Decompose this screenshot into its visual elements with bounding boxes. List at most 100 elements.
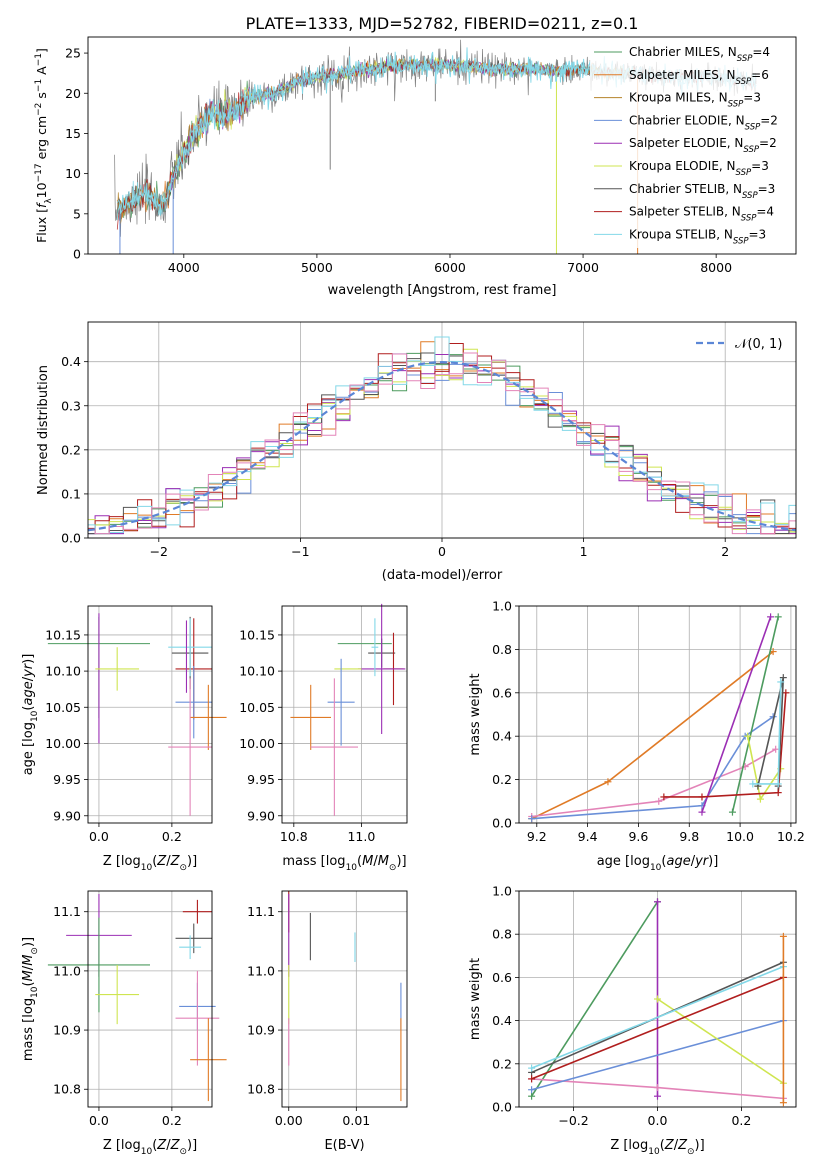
x-tick-label: 0.0 — [648, 1113, 668, 1128]
x-axis-label: mass [log10(M/M⊙)] — [282, 854, 406, 873]
axes-frame — [518, 605, 797, 824]
x-tick-label: 0.0 — [89, 1113, 109, 1128]
y-tick-label: 10.15 — [45, 627, 81, 642]
histogram-step-line — [88, 343, 796, 535]
x-tick-label: 9.8 — [679, 829, 699, 844]
weight-series-line — [752, 681, 782, 785]
x-axis-label: age [log10(age/yr)] — [597, 854, 719, 873]
y-tick-label: 5 — [73, 206, 81, 221]
y-tick-label: 11.1 — [247, 904, 275, 919]
mass_vs_Z-plot: 0.0 0.2 10.8 10.9 11.0 11.1 Z [log10(Z/Z⊙)] mas… — [21, 890, 227, 1157]
legend-entry: Kroupa ELODIE, NSSP=3 — [629, 159, 769, 178]
legend-background — [590, 42, 793, 248]
y-tick-label: 0.2 — [492, 772, 512, 787]
x-tick-label: 5000 — [301, 260, 333, 275]
y-tick-label: 0.0 — [492, 816, 512, 831]
x-tick-label: 11.0 — [347, 829, 375, 844]
x-tick-label: 0.2 — [162, 829, 182, 844]
axes-frame — [87, 36, 797, 255]
x-tick-label: 7000 — [567, 260, 599, 275]
y-tick-label: 0.1 — [61, 486, 81, 501]
weight-series-line — [530, 901, 659, 1097]
y-tick-label: 10.00 — [45, 736, 81, 751]
x-tick-label: 0.2 — [162, 1113, 182, 1128]
weight-series-line — [746, 736, 782, 802]
y-axis-label: mass weight — [468, 673, 483, 755]
residuals-plot: −2 −1 0 1 2 0.0 0.1 0.2 0.3 0.4 𝒩(0, 1) (data-model… — [36, 321, 797, 583]
x-axis-label: Z [log10(Z/Z⊙)] — [610, 1138, 704, 1157]
x-tick-label: −1 — [291, 544, 309, 559]
x-tick-label: 10.2 — [777, 829, 805, 844]
x-tick-label: 10.8 — [280, 829, 308, 844]
y-tick-label: 10.00 — [239, 736, 275, 751]
legend-entry: Chabrier ELODIE, NSSP=2 — [629, 113, 778, 132]
y-tick-label: 10.15 — [239, 627, 275, 642]
y-tick-label: 25 — [65, 46, 81, 61]
y-tick-label: 15 — [65, 126, 81, 141]
y-tick-label: 10.05 — [45, 700, 81, 715]
legend-entry: 𝒩(0, 1) — [735, 337, 782, 352]
y-tick-label: 0.6 — [492, 685, 512, 700]
y-tick-label: 0.3 — [61, 398, 81, 413]
x-tick-label: 9.2 — [527, 829, 547, 844]
x-tick-label: 2 — [721, 544, 729, 559]
y-tick-label: 1.0 — [492, 884, 512, 899]
y-tick-label: 11.0 — [53, 963, 81, 978]
y-tick-label: 0.8 — [492, 642, 512, 657]
spectrum-legend: Chabrier MILES, NSSP=4 Salpeter MILES, NS… — [590, 42, 793, 248]
x-axis-label: wavelength [Angstrom, rest frame] — [328, 283, 557, 298]
axes-frame — [87, 890, 213, 1108]
x-tick-label: 1 — [580, 544, 588, 559]
x-tick-label: 10.0 — [726, 829, 754, 844]
y-tick-label: 11.0 — [247, 963, 275, 978]
x-tick-label: −0.2 — [558, 1113, 588, 1128]
y-tick-label: 9.90 — [247, 808, 275, 823]
weight-series-line — [657, 998, 784, 1084]
weight-series-line — [663, 692, 787, 798]
y-tick-label: 10 — [65, 166, 81, 181]
y-tick-label: 10.8 — [53, 1082, 81, 1097]
y-tick-label: 0.2 — [61, 442, 81, 457]
y-axis-label: mass weight — [468, 958, 483, 1040]
weight-series-line — [531, 965, 784, 1069]
weight_vs_age-plot: 9.2 9.4 9.6 9.8 10.0 10.2 0.0 0.2 0.4 0.6 0.8 1.0 ag… — [468, 599, 805, 874]
age_vs_mass-plot: 10.8 11.0 9.90 9.95 10.00 10.05 10.10 10.15 mass… — [239, 603, 408, 873]
legend-entry: Salpeter ELODIE, NSSP=2 — [629, 136, 777, 155]
legend-entry: Chabrier MILES, NSSP=4 — [629, 45, 770, 64]
y-tick-label: 0.4 — [61, 354, 81, 369]
legend-entry: Salpeter MILES, NSSP=6 — [629, 68, 769, 87]
x-tick-label: 0.00 — [275, 1113, 303, 1128]
y-tick-label: 0.0 — [492, 1100, 512, 1115]
x-axis-label: (data-model)/error — [382, 568, 503, 583]
histogram-step-line — [88, 352, 796, 535]
x-tick-label: 9.4 — [578, 829, 598, 844]
y-tick-label: 10.05 — [239, 700, 275, 715]
x-tick-label: −2 — [150, 544, 168, 559]
y-tick-label: 0.6 — [492, 970, 512, 985]
y-tick-label: 10.10 — [239, 664, 275, 679]
mass_vs_EBV-plot: 0.00 0.01 10.8 10.9 11.0 11.1 E(B-V) — [247, 890, 408, 1153]
x-tick-label: 0 — [438, 544, 446, 559]
weight_vs_Z-plot: −0.2 0.0 0.2 0.0 0.2 0.4 0.6 0.8 1.0 Z [log10(Z/Z… — [468, 884, 797, 1157]
x-tick-label: 4000 — [168, 260, 200, 275]
y-tick-label: 1.0 — [492, 599, 512, 614]
x-tick-label: 8000 — [700, 260, 732, 275]
axes-frame — [281, 605, 408, 824]
x-tick-label: 0.0 — [89, 829, 109, 844]
x-axis-label: E(B-V) — [324, 1138, 364, 1153]
axes-frame — [518, 890, 797, 1108]
y-tick-label: 11.1 — [53, 904, 81, 919]
axes-frame — [281, 890, 408, 1108]
y-tick-label: 0 — [73, 247, 81, 262]
y-tick-label: 20 — [65, 86, 81, 101]
spectrum-plot: 4000 5000 6000 7000 8000 0 5 10 15 20 25 Chabrier M… — [34, 36, 797, 298]
y-tick-label: 0.4 — [492, 729, 512, 744]
x-tick-label: 0.2 — [731, 1113, 751, 1128]
x-tick-label: 6000 — [434, 260, 466, 275]
y-tick-label: 9.90 — [53, 808, 81, 823]
figure-title: PLATE=1333, MJD=52782, FIBERID=0211, z=0… — [246, 14, 639, 33]
x-axis-label: Z [log10(Z/Z⊙)] — [103, 854, 197, 873]
y-tick-label: 10.10 — [45, 664, 81, 679]
y-axis-label: age [log10(age/yr)] — [21, 654, 40, 776]
